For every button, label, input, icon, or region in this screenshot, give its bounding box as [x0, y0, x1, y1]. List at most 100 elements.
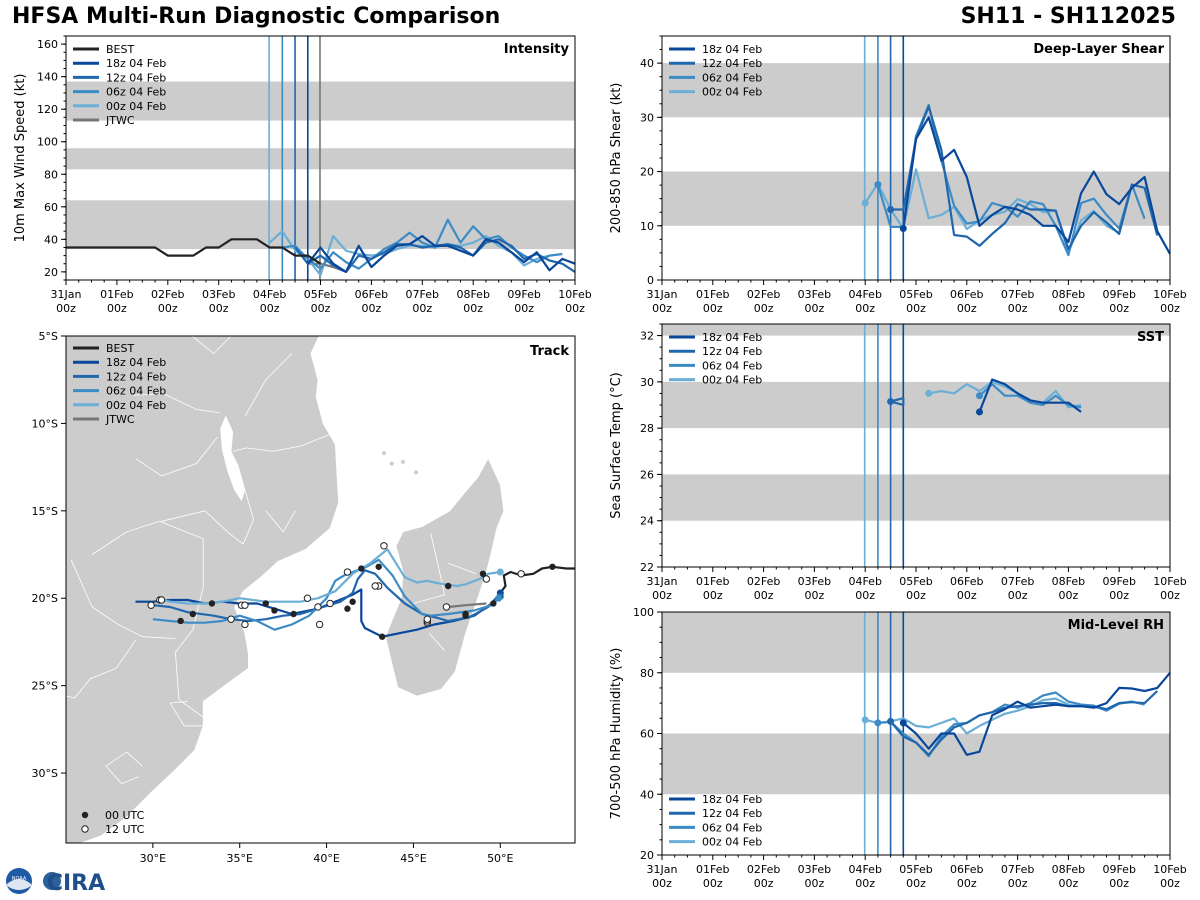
intensity-xtick-day: 10Feb [558, 288, 591, 301]
shear-panel: 01020304031Jan00z01Feb00z02Feb00z03Feb00… [609, 35, 1187, 315]
track-start-marker-00z [496, 568, 504, 576]
track-title: Track [530, 344, 569, 359]
shear-xtick-hour: 00z [1109, 302, 1129, 315]
intensity-xtick-day: 31Jan [51, 288, 82, 301]
rh-start-marker-12z [887, 717, 895, 725]
shear-ylabel: 200-850 hPa Shear (kt) [609, 83, 624, 234]
intensity-xtick-hour: 00z [158, 302, 178, 315]
shear-xtick-hour: 00z [1008, 302, 1028, 315]
sst-xtick-day: 04Feb [848, 575, 881, 588]
track-panel: 30°E 35°E 40°E 45°E 50°E 5°S 10°S 15°S 20°S 25°S 3… [32, 330, 576, 865]
country-border-14 [413, 533, 446, 604]
track-marker-00utc [490, 600, 497, 607]
sst-title: SST [1137, 330, 1164, 345]
track-marker-00utc [462, 610, 469, 618]
sst-panel: 22242628303231Jan00z01Feb00z02Feb00z03Fe… [609, 323, 1187, 602]
shear-legend-label: 18z 04 Feb [702, 43, 762, 56]
track-marker-00utc [271, 607, 278, 614]
shear-ytick-label: 40 [640, 57, 654, 70]
sst-line-12z [889, 397, 905, 407]
sst-legend-label: 18z 04 Feb [702, 331, 762, 344]
rh-xtick-day: 09Feb [1102, 863, 1135, 876]
sst-start-marker-00z [925, 389, 933, 397]
sst-xtick-hour: 00z [652, 589, 672, 602]
track-line-JTWC [448, 602, 487, 609]
country-border-15 [265, 510, 296, 533]
track-marker-00utc [479, 570, 487, 577]
comoros-island-0 [381, 451, 386, 456]
track-legend-label: BEST [106, 342, 134, 355]
intensity-xtick-day: 05Feb [304, 288, 337, 301]
sst-xtick-hour: 00z [703, 589, 723, 602]
sst-ylabel: Sea Surface Temp (°C) [609, 372, 624, 519]
rh-xtick-hour: 00z [805, 877, 825, 890]
rh-xtick-day: 02Feb [747, 863, 780, 876]
track-marker-00utc [444, 582, 452, 590]
shear-xtick-hour: 00z [855, 302, 875, 315]
sst-xtick-hour: 00z [1059, 589, 1079, 602]
sst-band-2 [662, 324, 1170, 336]
track-legend-label: 18z 04 Feb [106, 356, 166, 369]
track-marker-12utc [227, 615, 235, 623]
sst-ytick-label: 32 [640, 330, 654, 343]
track-legend-label: 00z 04 Feb [106, 399, 166, 412]
shear-xtick-hour: 00z [906, 302, 926, 315]
sst-xtick-hour: 00z [1109, 589, 1129, 602]
rh-xtick-day: 06Feb [950, 863, 983, 876]
shear-ytick-label: 10 [640, 220, 654, 233]
track-start-marker-06z [495, 594, 503, 602]
country-border-4 [70, 559, 176, 639]
rh-xtick-day: 10Feb [1153, 863, 1186, 876]
shear-xtick-hour: 00z [1059, 302, 1079, 315]
shear-xtick-day: 04Feb [848, 288, 881, 301]
country-border-5 [133, 393, 221, 414]
track-xtick-label: 50°E [487, 852, 513, 865]
sst-xtick-day: 03Feb [798, 575, 831, 588]
sst-xtick-hour: 00z [1160, 589, 1180, 602]
rh-xtick-hour: 00z [754, 877, 774, 890]
shear-legend-label: 06z 04 Feb [702, 71, 762, 84]
track-ytick-label: 15°S [32, 505, 58, 518]
track-legend-label: 06z 04 Feb [106, 385, 166, 398]
sst-xtick-day: 09Feb [1102, 575, 1135, 588]
shear-xtick-day: 01Feb [696, 288, 729, 301]
rh-band-1 [662, 612, 1170, 673]
sst-ytick-label: 26 [640, 468, 654, 481]
sst-ytick-label: 22 [640, 561, 654, 574]
intensity-ytick-label: 40 [44, 233, 58, 246]
rh-start-marker-18z [899, 719, 907, 727]
sst-start-marker-06z [976, 392, 983, 400]
track-marker-12utc [241, 620, 249, 629]
sst-xtick-hour: 00z [855, 589, 875, 602]
shear-xtick-day: 05Feb [899, 288, 932, 301]
rh-xtick-day: 03Feb [798, 863, 831, 876]
shear-line-00z [864, 168, 1133, 254]
country-border-10 [135, 437, 218, 477]
intensity-legend-label: 12z 04 Feb [106, 71, 166, 84]
shear-start-marker-18z [899, 224, 907, 232]
intensity-xtick-hour: 00z [565, 302, 585, 315]
track-marker-12utc [517, 570, 525, 578]
shear-line-18z [902, 116, 1170, 255]
rh-xtick-hour: 00z [1109, 877, 1129, 890]
track-ytick-label: 20°S [32, 592, 58, 605]
comoros-island-2 [401, 459, 406, 464]
rh-xtick-day: 31Jan [647, 863, 678, 876]
track-marker-12utc [423, 615, 432, 623]
shear-xtick-hour: 00z [754, 302, 774, 315]
track-marker-12utc [147, 601, 155, 609]
intensity-xtick-hour: 00z [209, 302, 229, 315]
rh-ytick-label: 60 [640, 728, 654, 741]
intensity-xtick-day: 09Feb [507, 288, 540, 301]
comoros-island-3 [414, 470, 419, 475]
figure-title: HFSA Multi-Run Diagnostic Comparison [12, 4, 501, 29]
intensity-legend-label: 06z 04 Feb [106, 86, 166, 99]
sst-xtick-day: 10Feb [1153, 575, 1186, 588]
track-marker-00utc [189, 610, 197, 618]
intensity-panel: 2040608010012014016031Jan00z01Feb00z02Fe… [13, 35, 592, 315]
shear-start-marker-12z [887, 206, 895, 214]
lake-malawi [220, 415, 246, 502]
shear-xtick-day: 31Jan [647, 288, 678, 301]
sst-start-marker-18z [976, 408, 983, 416]
noaa-logo-wave [7, 879, 31, 890]
